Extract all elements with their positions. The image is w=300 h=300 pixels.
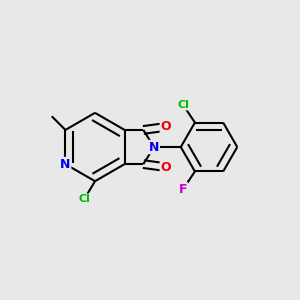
Text: N: N	[60, 158, 70, 171]
Text: O: O	[160, 121, 171, 134]
Text: N: N	[149, 140, 159, 154]
Text: F: F	[179, 183, 187, 196]
Text: Cl: Cl	[78, 194, 90, 204]
Text: Cl: Cl	[177, 100, 189, 110]
Text: O: O	[160, 160, 171, 174]
